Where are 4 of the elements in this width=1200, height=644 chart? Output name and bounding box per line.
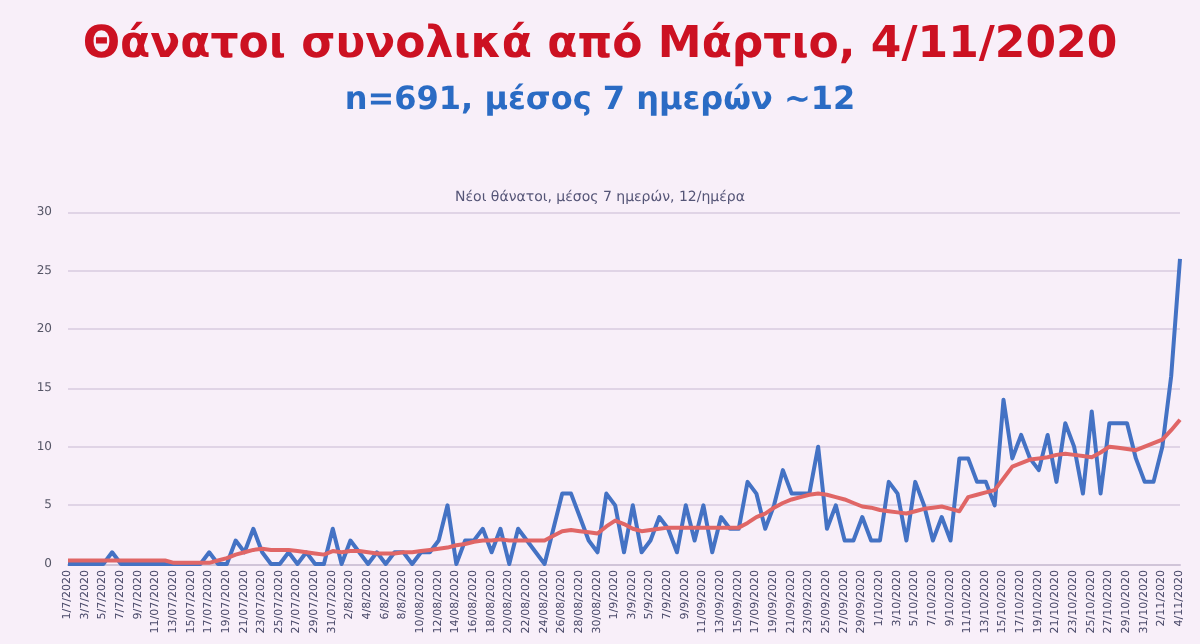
line-series [66,256,1182,566]
chart-title: Θάνατοι συνολικά από Μάρτιο, 4/11/2020 [82,19,1118,69]
chart-subtitle: n=691, μέσος 7 ημερών ~12 [344,79,856,117]
line-series [66,417,1182,565]
